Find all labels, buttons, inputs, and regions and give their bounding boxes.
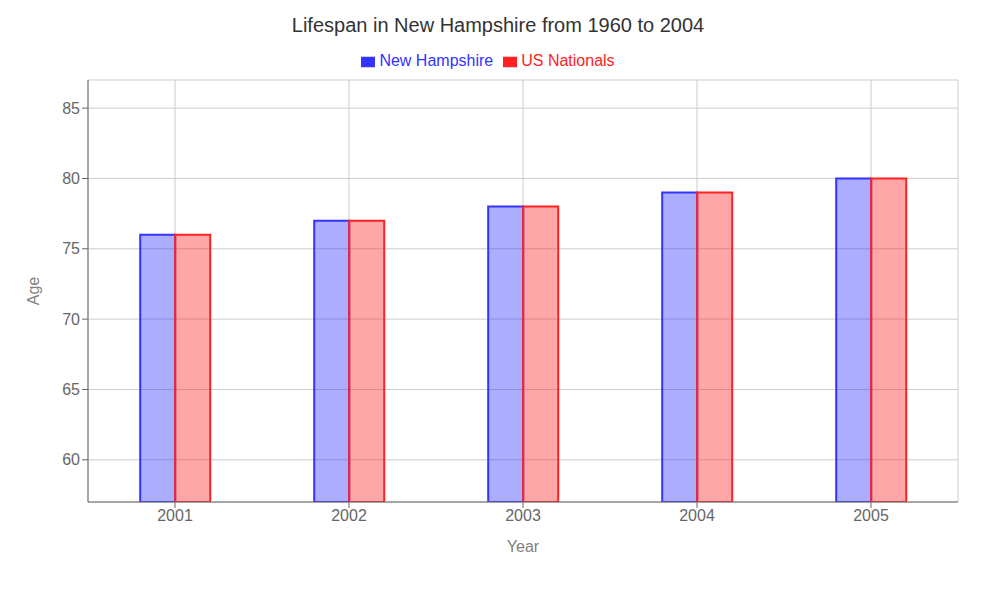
html-text:US Nationals: US Nationals xyxy=(521,52,615,69)
svg-text:2005: 2005 xyxy=(853,507,889,524)
svg-text:2004: 2004 xyxy=(679,507,715,524)
html-text:Lifespan in New Hampshire from: Lifespan in New Hampshire from 1960 to 2… xyxy=(291,14,705,36)
svg-text:2002: 2002 xyxy=(331,507,367,524)
svg-text:80: 80 xyxy=(62,170,80,187)
svg-text:Age: Age xyxy=(25,277,42,306)
svg-text:65: 65 xyxy=(62,381,80,398)
svg-text:Year: Year xyxy=(507,538,540,555)
svg-text:75: 75 xyxy=(62,240,80,257)
svg-text:70: 70 xyxy=(62,311,80,328)
html-text:New Hampshire: New Hampshire xyxy=(379,52,494,69)
svg-text:2001: 2001 xyxy=(157,507,193,524)
svg-text:60: 60 xyxy=(62,451,80,468)
svg-text:2003: 2003 xyxy=(505,507,541,524)
svg-text:85: 85 xyxy=(62,100,80,117)
